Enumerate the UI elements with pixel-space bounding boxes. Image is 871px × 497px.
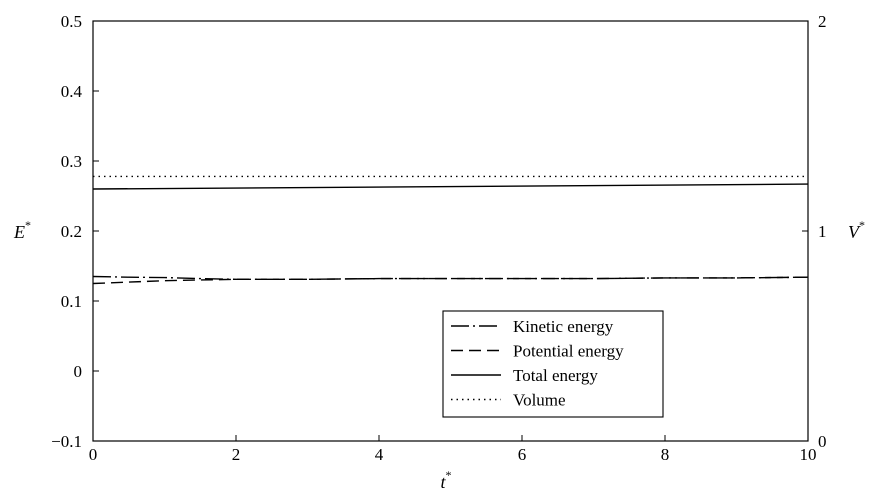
y-left-tick-label: 0.5 bbox=[61, 12, 82, 31]
x-tick-label: 6 bbox=[518, 445, 527, 464]
y-left-tick-label: 0.3 bbox=[61, 152, 82, 171]
legend-label: Potential energy bbox=[513, 342, 624, 361]
y-right-axis-label: V* bbox=[848, 218, 865, 242]
x-tick-label: 10 bbox=[800, 445, 817, 464]
y-left-tick-label: 0.1 bbox=[61, 292, 82, 311]
x-tick-label: 4 bbox=[375, 445, 384, 464]
legend-label: Volume bbox=[513, 391, 566, 410]
x-axis-label: t* bbox=[440, 468, 451, 492]
series-lines bbox=[92, 175, 809, 285]
series-line-total-energy bbox=[92, 183, 809, 190]
legend-label: Total energy bbox=[513, 366, 598, 385]
y-left-tick-label: 0.4 bbox=[61, 82, 83, 101]
y-left-tick-label: 0 bbox=[74, 362, 83, 381]
legend-box bbox=[442, 310, 664, 418]
legend: Kinetic energy Potential energy Total ener… bbox=[442, 310, 664, 418]
legend-label: Kinetic energy bbox=[513, 317, 614, 336]
series-line-kinetic-energy bbox=[92, 275, 809, 280]
x-tick-label: 0 bbox=[89, 445, 98, 464]
y-right-tick-label: 2 bbox=[818, 12, 827, 31]
y-left-tick-label: 0.2 bbox=[61, 222, 82, 241]
axis-ticks: 0 2 4 6 8 10 −0.1 0 0.1 0.2 0.3 0.4 0.5 0 1 2 bbox=[51, 12, 826, 464]
y-left-axis-label: E* bbox=[13, 218, 31, 242]
x-tick-label: 2 bbox=[232, 445, 241, 464]
x-tick-label: 8 bbox=[661, 445, 670, 464]
y-left-tick-label: −0.1 bbox=[51, 432, 82, 451]
y-right-tick-label: 1 bbox=[818, 222, 827, 241]
y-right-tick-label: 0 bbox=[818, 432, 827, 451]
